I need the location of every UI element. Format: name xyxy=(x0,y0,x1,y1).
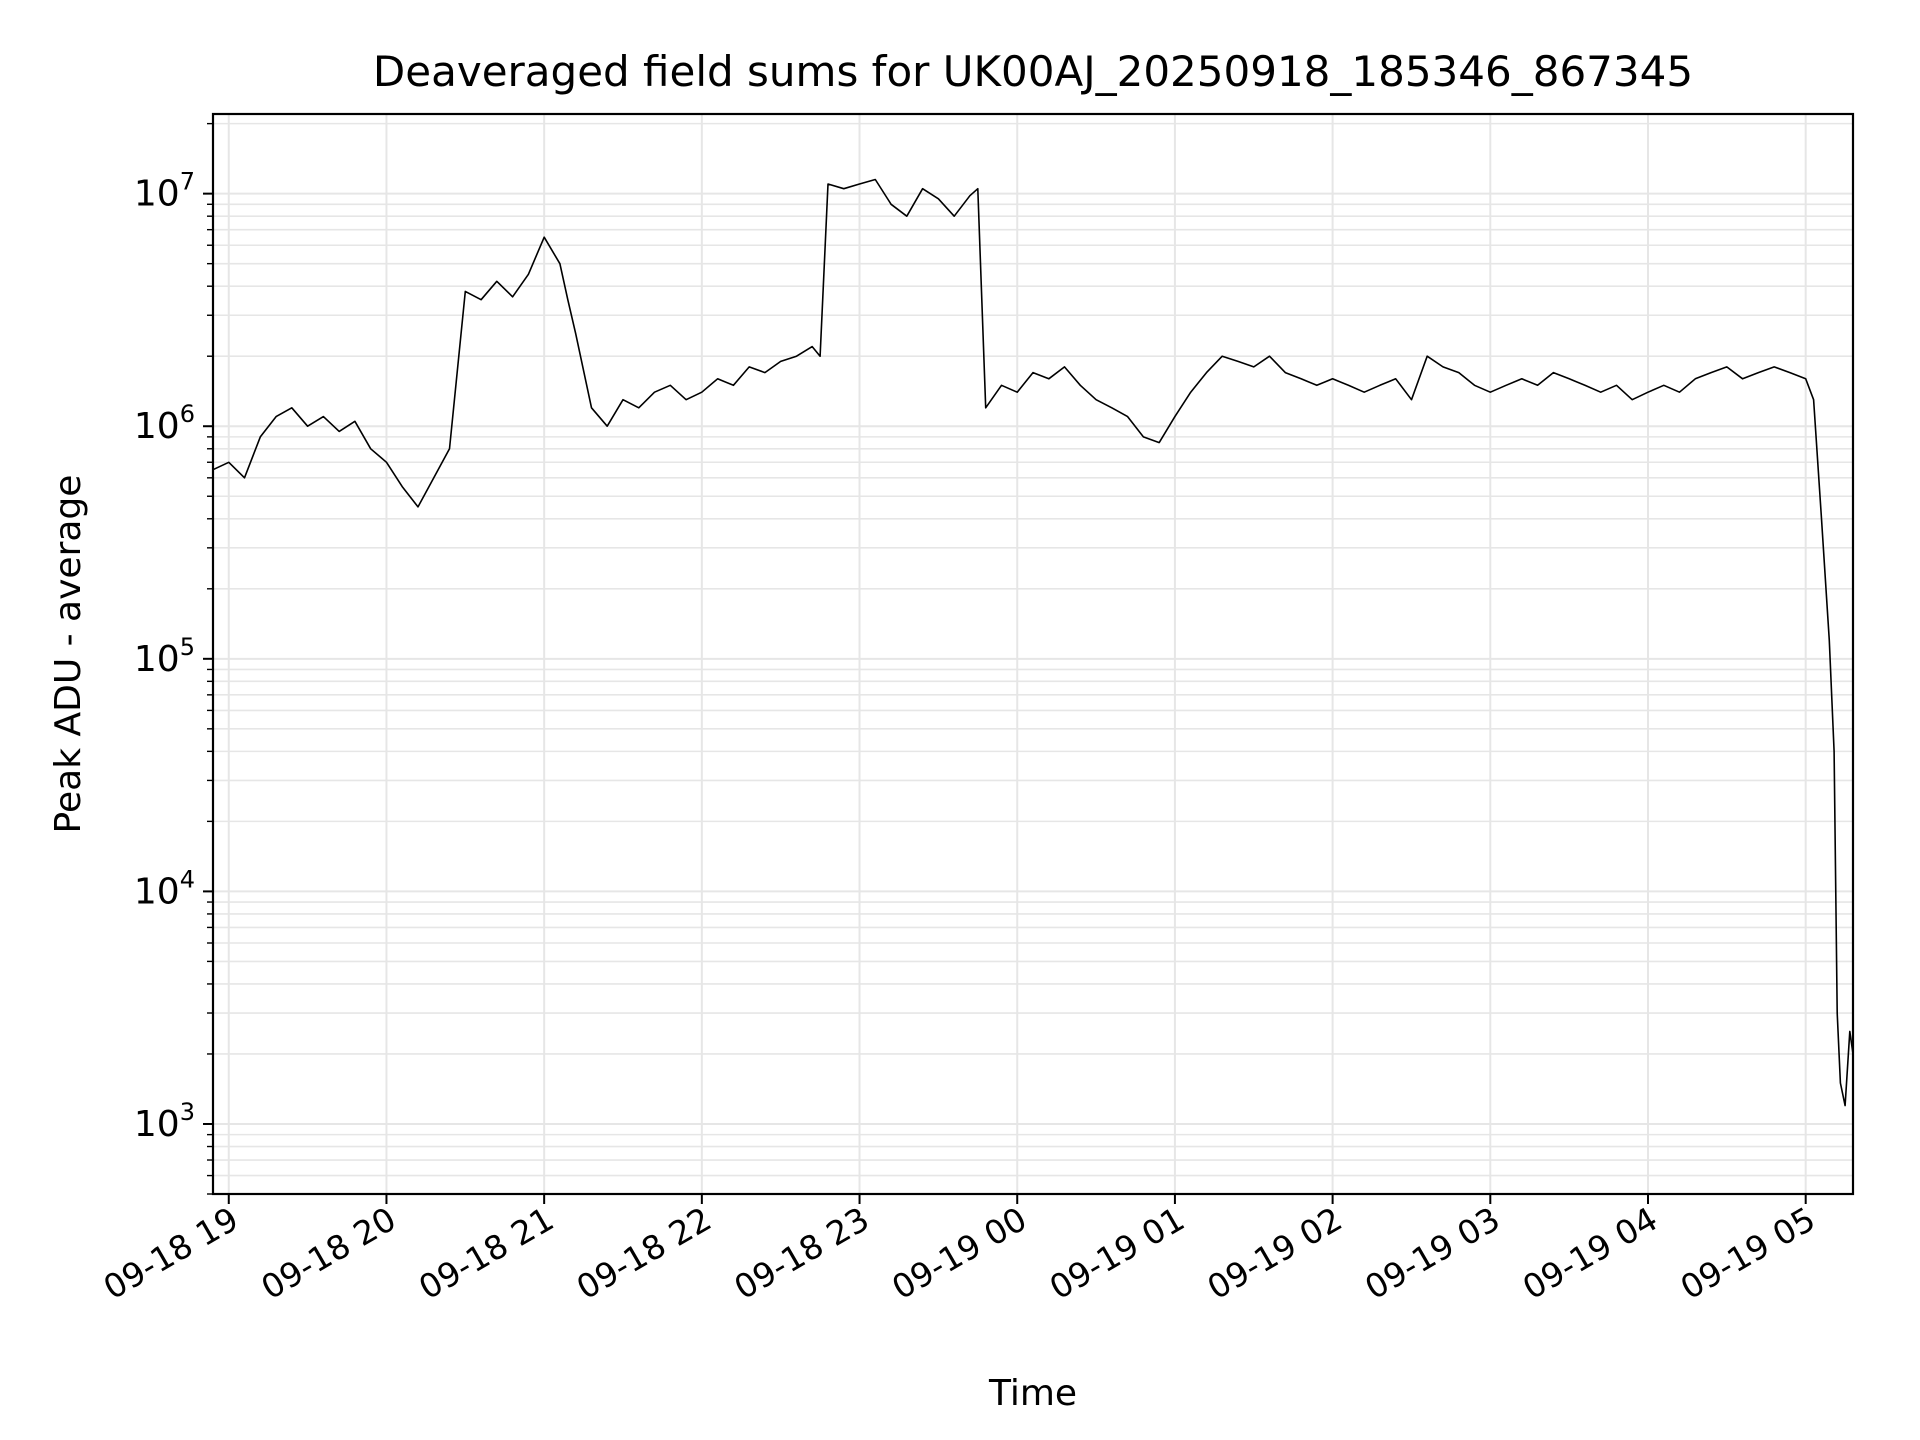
grid xyxy=(213,114,1853,1195)
series-line xyxy=(212,178,1854,1107)
plot-frame xyxy=(211,112,1855,1196)
series-layer xyxy=(212,178,1854,1107)
y-tick-label: 103 xyxy=(134,1098,195,1145)
y-axis: 103 104 105 106 107 xyxy=(134,122,213,1195)
y-tick-label: 107 xyxy=(134,168,195,215)
x-axis-label: Time xyxy=(988,1373,1077,1414)
y-tick-label: 104 xyxy=(134,865,195,912)
chart-title: Deaveraged field sums for UK00AJ_2025091… xyxy=(373,47,1693,96)
y-axis-label: Peak ADU - average xyxy=(48,475,89,834)
y-tick-label: 106 xyxy=(134,400,195,447)
y-tick-label: 105 xyxy=(134,633,195,680)
